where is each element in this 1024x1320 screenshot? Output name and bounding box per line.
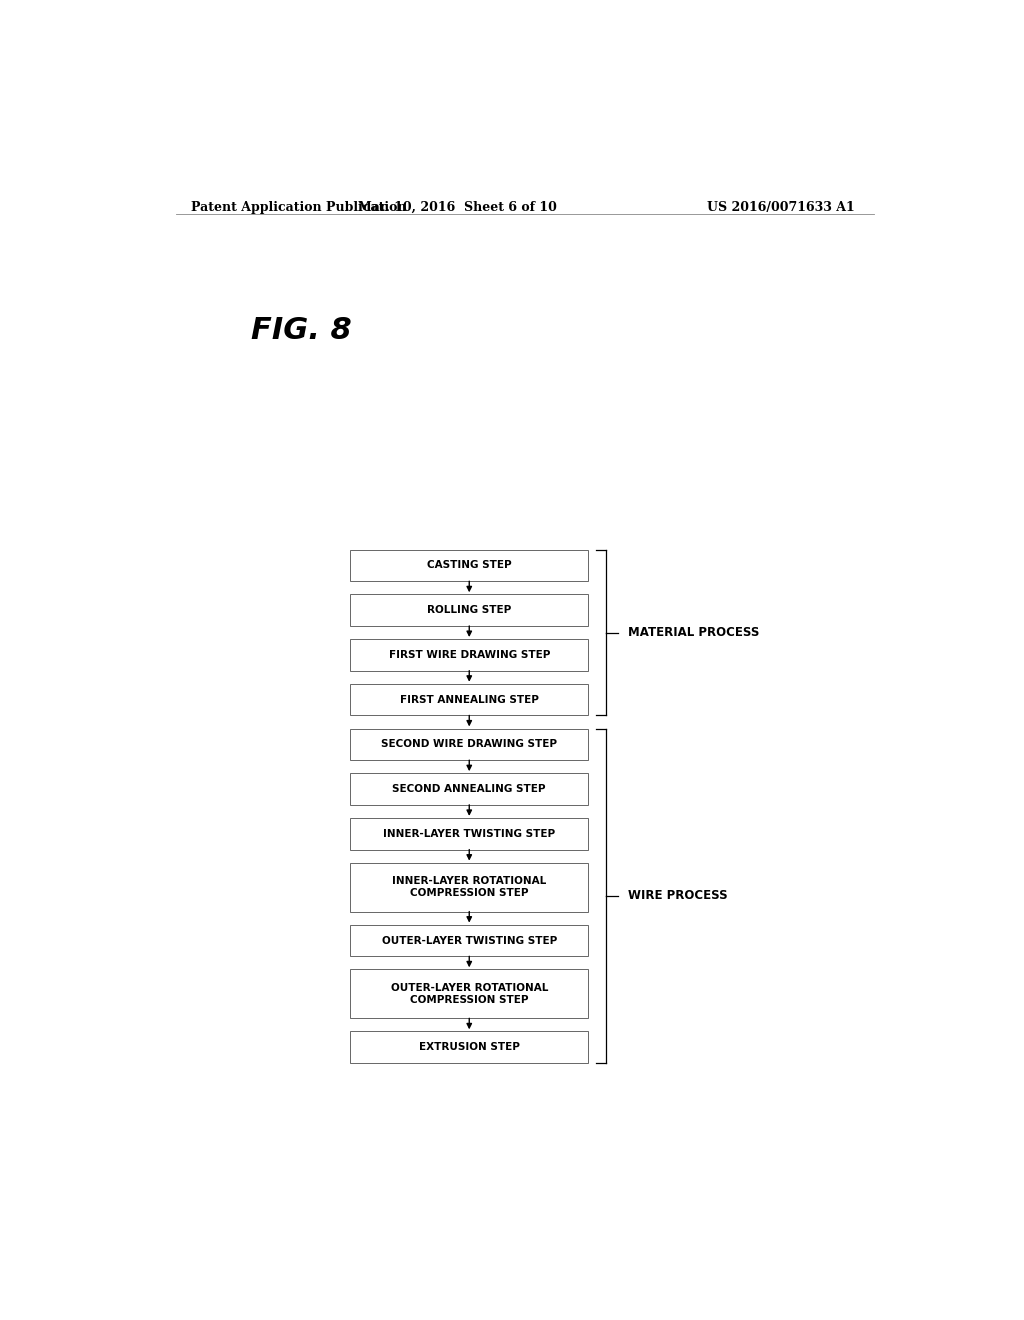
Text: CASTING STEP: CASTING STEP bbox=[427, 561, 512, 570]
FancyBboxPatch shape bbox=[350, 925, 588, 956]
FancyBboxPatch shape bbox=[350, 774, 588, 805]
Text: Mar. 10, 2016  Sheet 6 of 10: Mar. 10, 2016 Sheet 6 of 10 bbox=[358, 201, 557, 214]
Text: ROLLING STEP: ROLLING STEP bbox=[427, 605, 511, 615]
Text: INNER-LAYER TWISTING STEP: INNER-LAYER TWISTING STEP bbox=[383, 829, 555, 838]
Text: OUTER-LAYER ROTATIONAL
COMPRESSION STEP: OUTER-LAYER ROTATIONAL COMPRESSION STEP bbox=[390, 983, 548, 1005]
Text: FIRST WIRE DRAWING STEP: FIRST WIRE DRAWING STEP bbox=[388, 649, 550, 660]
Text: SECOND ANNEALING STEP: SECOND ANNEALING STEP bbox=[392, 784, 546, 795]
Text: Patent Application Publication: Patent Application Publication bbox=[191, 201, 407, 214]
FancyBboxPatch shape bbox=[350, 1031, 588, 1063]
FancyBboxPatch shape bbox=[350, 594, 588, 626]
Text: OUTER-LAYER TWISTING STEP: OUTER-LAYER TWISTING STEP bbox=[382, 936, 557, 945]
FancyBboxPatch shape bbox=[350, 969, 588, 1018]
FancyBboxPatch shape bbox=[350, 818, 588, 850]
Text: WIRE PROCESS: WIRE PROCESS bbox=[628, 890, 728, 903]
Text: SECOND WIRE DRAWING STEP: SECOND WIRE DRAWING STEP bbox=[381, 739, 557, 750]
Text: FIG. 8: FIG. 8 bbox=[251, 315, 352, 345]
FancyBboxPatch shape bbox=[350, 549, 588, 581]
Text: EXTRUSION STEP: EXTRUSION STEP bbox=[419, 1043, 520, 1052]
FancyBboxPatch shape bbox=[350, 639, 588, 671]
Text: INNER-LAYER ROTATIONAL
COMPRESSION STEP: INNER-LAYER ROTATIONAL COMPRESSION STEP bbox=[392, 876, 547, 898]
FancyBboxPatch shape bbox=[350, 684, 588, 715]
FancyBboxPatch shape bbox=[350, 729, 588, 760]
Text: US 2016/0071633 A1: US 2016/0071633 A1 bbox=[708, 201, 855, 214]
FancyBboxPatch shape bbox=[350, 863, 588, 912]
Text: MATERIAL PROCESS: MATERIAL PROCESS bbox=[628, 626, 760, 639]
Text: FIRST ANNEALING STEP: FIRST ANNEALING STEP bbox=[399, 694, 539, 705]
